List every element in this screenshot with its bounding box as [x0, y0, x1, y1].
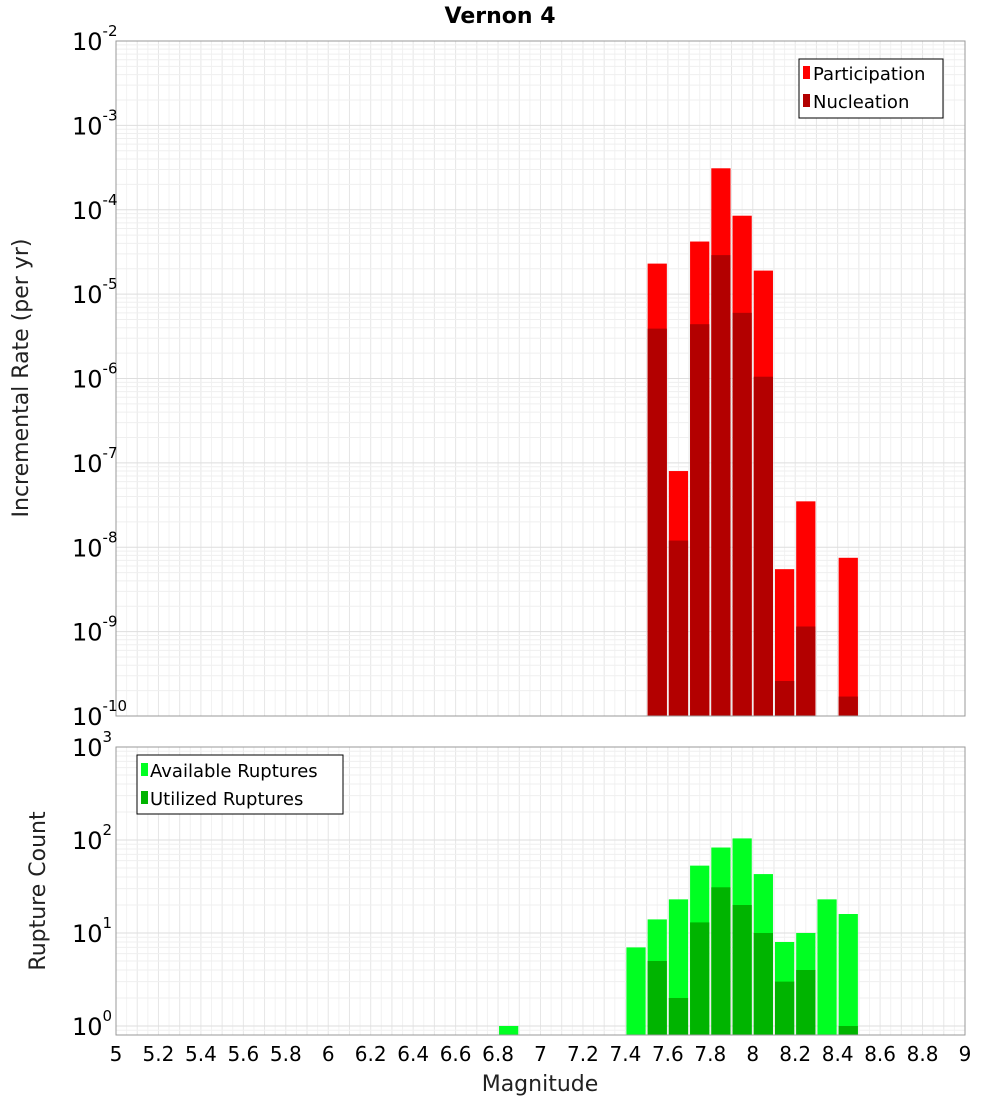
- bottom-panel: 100 101 102 103 5 5.2 5.4 5.6 5.8 6 6.2 6.4 6.6 6.8 7…: [26, 728, 971, 1097]
- available-bar: [499, 1025, 519, 1035]
- x-tick-label: 7.6: [652, 1042, 684, 1066]
- nucleation-bar: [690, 324, 710, 716]
- x-ticks: 5 5.2 5.4 5.6 5.8 6 6.2 6.4 6.6 6.8 7 7.2 7.4 7.6 7.8 8…: [110, 1042, 972, 1066]
- nucleation-bar: [774, 680, 795, 716]
- utilized-bar: [668, 997, 689, 1035]
- x-tick-label: 5.6: [227, 1042, 259, 1066]
- bottom-ytick-label: 101: [72, 914, 112, 948]
- bottom-ytick-label: 103: [72, 728, 112, 762]
- bottom-legend: Available Ruptures Utilized Ruptures: [136, 754, 344, 815]
- x-tick-label: 5.4: [185, 1042, 217, 1066]
- top-plot-frame: [115, 40, 966, 717]
- x-tick-label: 8.8: [907, 1042, 939, 1066]
- participation-bar: [838, 557, 858, 716]
- nucleation-bar: [647, 328, 667, 716]
- top-ytick-label: 10-3: [72, 106, 118, 140]
- x-tick-label: 5.8: [270, 1042, 302, 1066]
- top-panel: 10-10 10-9 10-8 10-7 10-6 10-5 10-4 10-3 10-2 In…: [9, 22, 966, 731]
- top-ytick-label: 10-9: [72, 613, 118, 647]
- nucleation-bar: [668, 540, 689, 716]
- x-tick-label: 9: [959, 1042, 972, 1066]
- nucleation-bar: [796, 626, 816, 716]
- x-tick-label: 5.2: [143, 1042, 175, 1066]
- bottom-ytick-label: 100: [72, 1007, 112, 1041]
- legend-nucleation: Nucleation: [813, 92, 909, 113]
- legend-participation: Participation: [813, 64, 925, 85]
- bottom-y-axis-label: Rupture Count: [26, 811, 51, 971]
- bottom-bars: [499, 838, 858, 1035]
- available-swatch: [141, 763, 148, 776]
- x-tick-label: 7.4: [609, 1042, 641, 1066]
- top-legend-box: [798, 58, 944, 119]
- top-bars: [647, 168, 858, 717]
- top-ytick-label: 10-8: [72, 528, 118, 562]
- nucleation-swatch: [803, 94, 810, 107]
- participation-bar: [774, 569, 795, 716]
- utilized-bar: [753, 932, 773, 1035]
- nucleation-bar: [838, 696, 858, 716]
- utilized-bar: [711, 887, 731, 1035]
- legend-utilized: Utilized Ruptures: [150, 789, 303, 810]
- bottom-y-ticks: 100 101 102 103: [72, 728, 112, 1041]
- top-ytick-label: 10-10: [72, 697, 127, 731]
- available-bar: [838, 914, 858, 1035]
- bottom-legend-box: [136, 754, 344, 815]
- chart-title: Vernon 4: [445, 4, 556, 29]
- legend-available: Available Ruptures: [150, 761, 318, 782]
- x-axis-label: Magnitude: [482, 1072, 599, 1097]
- x-tick-label: 8: [746, 1042, 759, 1066]
- x-tick-label: 7.2: [567, 1042, 599, 1066]
- x-tick-label: 8.2: [779, 1042, 811, 1066]
- top-ytick-label: 10-7: [72, 444, 118, 478]
- nucleation-bar: [732, 312, 752, 716]
- available-bar: [626, 947, 646, 1035]
- x-tick-label: 7: [534, 1042, 547, 1066]
- x-tick-label: 8.4: [822, 1042, 854, 1066]
- top-grid: [115, 40, 966, 717]
- x-tick-label: 7.8: [694, 1042, 726, 1066]
- utilized-bar: [796, 969, 816, 1035]
- utilized-bar: [690, 922, 710, 1035]
- top-ytick-label: 10-6: [72, 360, 118, 394]
- available-bar: [817, 899, 837, 1035]
- nucleation-bar: [711, 255, 731, 716]
- utilized-bar: [732, 904, 752, 1035]
- bottom-plot-frame: [115, 746, 966, 1036]
- top-ytick-label: 10-4: [72, 191, 118, 225]
- x-tick-label: 8.6: [864, 1042, 896, 1066]
- bottom-ytick-label: 102: [72, 821, 112, 855]
- x-tick-label: 6.8: [482, 1042, 514, 1066]
- x-tick-label: 6.6: [440, 1042, 472, 1066]
- x-tick-label: 6: [322, 1042, 335, 1066]
- top-ytick-label: 10-5: [72, 275, 118, 309]
- x-tick-label: 5: [110, 1042, 123, 1066]
- utilized-bar: [838, 1025, 858, 1035]
- utilized-bar: [647, 960, 667, 1035]
- top-legend: Participation Nucleation: [798, 58, 944, 119]
- utilized-bar: [774, 981, 795, 1035]
- top-y-axis-label: Incremental Rate (per yr): [9, 239, 34, 518]
- participation-swatch: [803, 66, 810, 79]
- top-y-ticks: 10-10 10-9 10-8 10-7 10-6 10-5 10-4 10-3 10-2: [72, 22, 127, 731]
- x-tick-label: 6.2: [355, 1042, 387, 1066]
- nucleation-bar: [753, 376, 773, 716]
- bottom-grid: [115, 746, 966, 1036]
- utilized-swatch: [141, 791, 148, 804]
- x-tick-label: 6.4: [397, 1042, 429, 1066]
- top-ytick-label: 10-2: [72, 22, 118, 56]
